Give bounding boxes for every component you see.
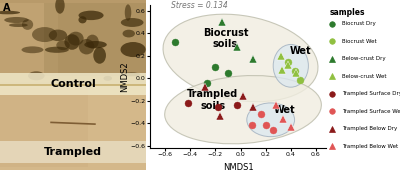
Ellipse shape <box>163 14 318 102</box>
Ellipse shape <box>122 30 135 37</box>
Text: Wet: Wet <box>274 105 295 115</box>
Ellipse shape <box>120 42 146 57</box>
Ellipse shape <box>68 32 84 46</box>
Text: Trampled Surface Wet: Trampled Surface Wet <box>342 109 400 114</box>
Ellipse shape <box>64 34 80 50</box>
Text: Trampled: Trampled <box>44 147 102 157</box>
Ellipse shape <box>247 103 294 137</box>
Ellipse shape <box>55 0 65 14</box>
X-axis label: NMDS1: NMDS1 <box>223 163 253 170</box>
Text: Biocrust Wet: Biocrust Wet <box>342 39 377 44</box>
Ellipse shape <box>84 41 107 48</box>
Ellipse shape <box>121 18 144 27</box>
Text: B: B <box>132 0 140 2</box>
Bar <box>0 3 58 82</box>
Ellipse shape <box>22 19 33 30</box>
Text: Below-crust Wet: Below-crust Wet <box>342 74 387 79</box>
Ellipse shape <box>78 16 86 23</box>
Ellipse shape <box>125 4 131 21</box>
Ellipse shape <box>28 71 44 80</box>
Text: Wet: Wet <box>290 46 312 56</box>
Bar <box>0 0 146 85</box>
Ellipse shape <box>56 40 70 50</box>
Ellipse shape <box>45 47 69 53</box>
FancyBboxPatch shape <box>0 73 146 95</box>
Text: Trampled Below Dry: Trampled Below Dry <box>342 126 398 131</box>
Text: Trampled Surface Dry: Trampled Surface Dry <box>342 91 400 96</box>
Ellipse shape <box>86 35 99 49</box>
Text: Stress = 0.134: Stress = 0.134 <box>171 2 228 11</box>
Text: Biocrust Dry: Biocrust Dry <box>342 21 376 26</box>
Ellipse shape <box>22 46 44 53</box>
Ellipse shape <box>165 75 321 144</box>
Bar <box>0 88 88 167</box>
Ellipse shape <box>78 11 104 20</box>
Bar <box>44 3 146 76</box>
Text: Trampled
soils: Trampled soils <box>187 89 238 111</box>
Ellipse shape <box>0 11 20 14</box>
Text: Control: Control <box>50 79 96 89</box>
Ellipse shape <box>104 76 112 81</box>
Ellipse shape <box>273 44 308 87</box>
Text: Below-crust Dry: Below-crust Dry <box>342 56 386 61</box>
FancyBboxPatch shape <box>0 141 146 163</box>
Text: A: A <box>3 3 10 13</box>
Ellipse shape <box>9 23 28 27</box>
Ellipse shape <box>32 27 57 42</box>
Ellipse shape <box>93 47 106 64</box>
Ellipse shape <box>79 39 94 54</box>
Text: Trampled Below Wet: Trampled Below Wet <box>342 144 398 149</box>
Text: samples: samples <box>330 8 365 17</box>
Ellipse shape <box>4 17 29 23</box>
Ellipse shape <box>49 30 67 41</box>
Ellipse shape <box>122 72 140 76</box>
Bar <box>0 85 146 170</box>
Y-axis label: NMDS2: NMDS2 <box>120 61 129 92</box>
Text: Biocrust
soils: Biocrust soils <box>203 28 248 49</box>
